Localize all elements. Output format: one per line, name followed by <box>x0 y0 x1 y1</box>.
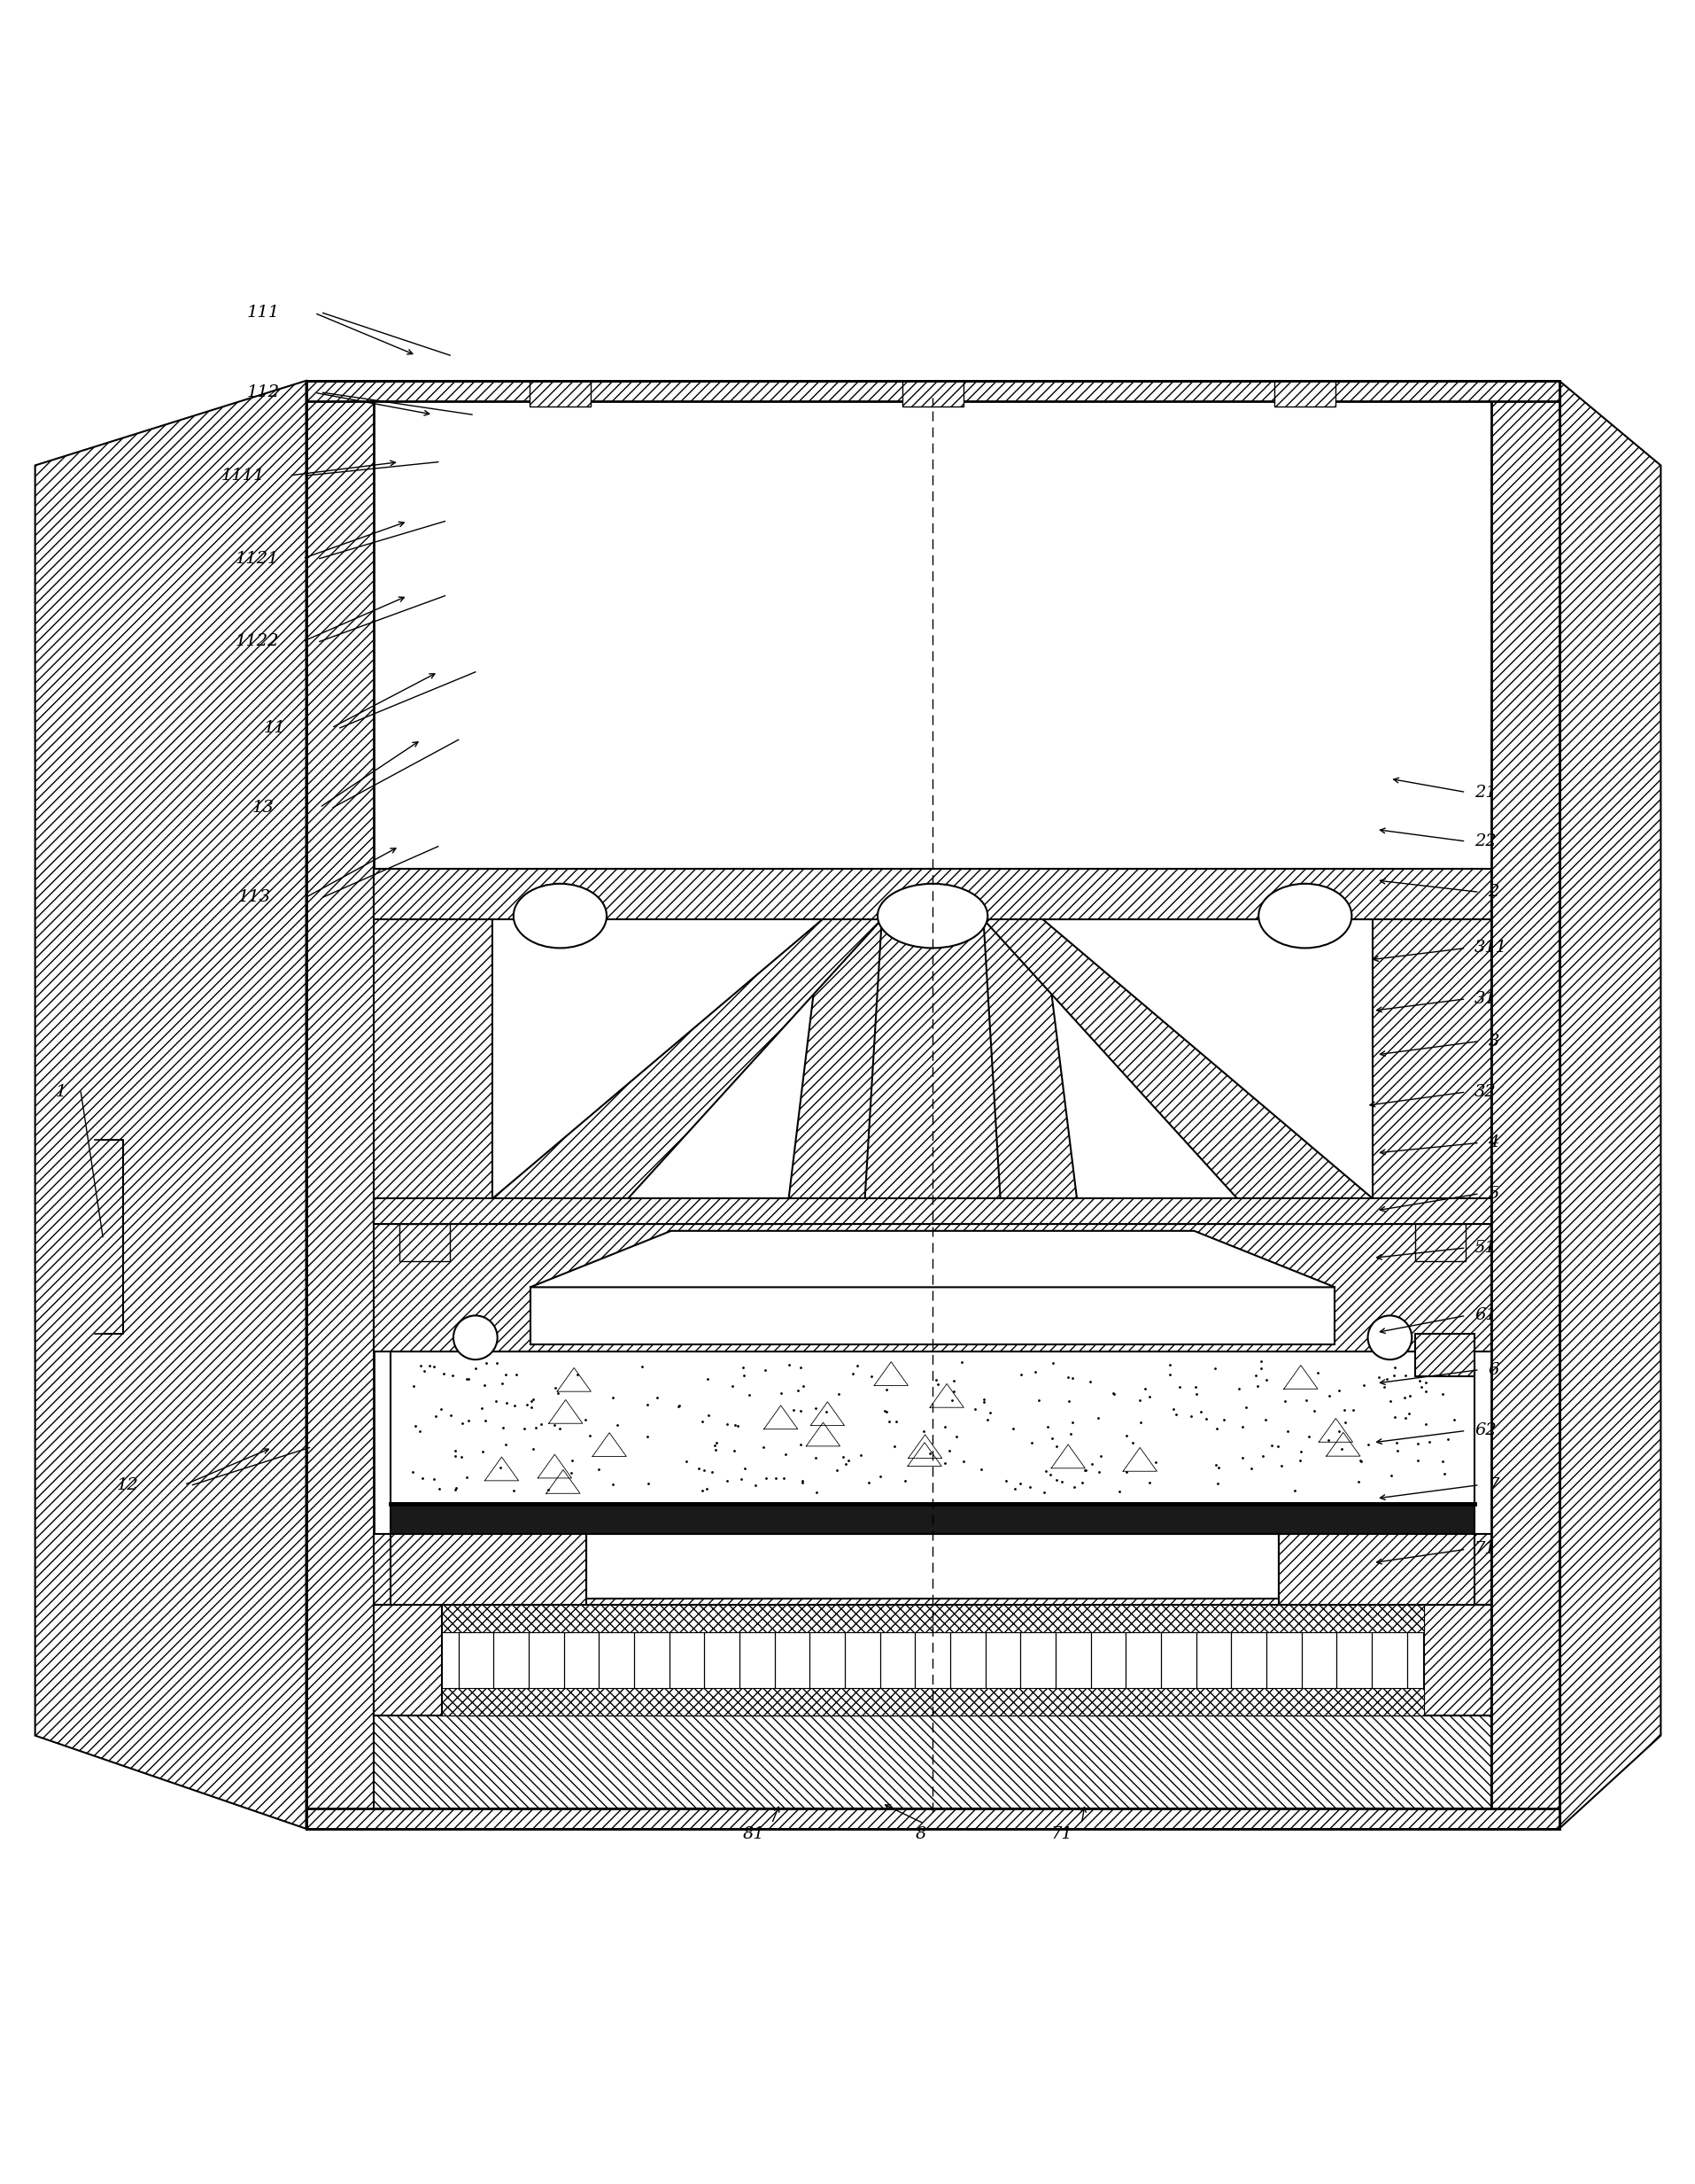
Bar <box>1278 1533 1473 1605</box>
Text: 1111: 1111 <box>222 467 264 483</box>
Bar <box>1415 1223 1464 1262</box>
Text: 81: 81 <box>742 1826 764 1841</box>
Bar <box>373 869 1490 1223</box>
Bar <box>1275 380 1336 406</box>
Text: 21: 21 <box>1473 784 1495 799</box>
Text: 71: 71 <box>1051 1826 1073 1841</box>
Bar <box>441 1688 1424 1714</box>
Text: 2: 2 <box>1487 885 1498 900</box>
Text: 13: 13 <box>253 799 273 815</box>
Text: 5: 5 <box>1487 1186 1498 1201</box>
Text: 22: 22 <box>1473 834 1495 850</box>
Text: 3: 3 <box>1487 1033 1498 1048</box>
Text: 4: 4 <box>1487 1136 1498 1151</box>
Text: 62: 62 <box>1473 1422 1495 1439</box>
Bar <box>390 1352 1473 1503</box>
Bar <box>1424 1605 1490 1714</box>
Bar <box>373 1714 1490 1808</box>
Bar <box>305 380 1558 1828</box>
Bar <box>305 380 1558 402</box>
Circle shape <box>453 1315 497 1361</box>
Polygon shape <box>864 919 1000 1199</box>
Bar <box>586 1533 1278 1599</box>
Text: 111: 111 <box>247 306 280 321</box>
Bar <box>305 380 373 1828</box>
Bar <box>902 380 963 406</box>
Bar <box>529 380 590 406</box>
Text: 11: 11 <box>264 721 285 736</box>
Text: 1122: 1122 <box>236 633 278 649</box>
Bar <box>441 1605 1424 1634</box>
Polygon shape <box>36 380 305 1828</box>
Text: 51: 51 <box>1473 1241 1495 1256</box>
Bar <box>373 1199 1490 1223</box>
Bar <box>305 1808 1558 1828</box>
Bar <box>1490 380 1558 1828</box>
Text: 113: 113 <box>239 889 271 904</box>
Bar <box>373 1605 1490 1714</box>
Bar <box>373 1223 1490 1352</box>
Polygon shape <box>492 919 822 1199</box>
Text: 12: 12 <box>117 1476 139 1494</box>
Text: 31: 31 <box>1473 992 1495 1007</box>
Bar <box>531 1286 1334 1345</box>
Bar <box>390 1533 586 1605</box>
Ellipse shape <box>514 885 607 948</box>
Text: 1: 1 <box>56 1083 66 1101</box>
Text: 8: 8 <box>915 1826 925 1841</box>
Text: 311: 311 <box>1473 939 1507 957</box>
Text: 112: 112 <box>247 384 280 400</box>
Text: 61: 61 <box>1473 1308 1495 1324</box>
Text: 32: 32 <box>1473 1083 1495 1101</box>
Bar <box>373 869 1490 919</box>
Polygon shape <box>1042 919 1373 1199</box>
Bar <box>390 1503 1473 1533</box>
Text: 71: 71 <box>1473 1542 1495 1557</box>
Polygon shape <box>983 919 1373 1199</box>
Circle shape <box>1368 1315 1412 1361</box>
Text: 7: 7 <box>1487 1476 1498 1494</box>
Bar <box>373 1605 441 1714</box>
Text: 1121: 1121 <box>236 550 278 566</box>
Polygon shape <box>531 1232 1334 1286</box>
Ellipse shape <box>1258 885 1351 948</box>
Bar <box>373 1533 1490 1605</box>
Bar <box>398 1223 449 1262</box>
Ellipse shape <box>876 885 986 948</box>
Bar <box>1415 1334 1473 1376</box>
Polygon shape <box>492 919 881 1199</box>
Text: 6: 6 <box>1487 1363 1498 1378</box>
Polygon shape <box>1558 380 1659 1828</box>
